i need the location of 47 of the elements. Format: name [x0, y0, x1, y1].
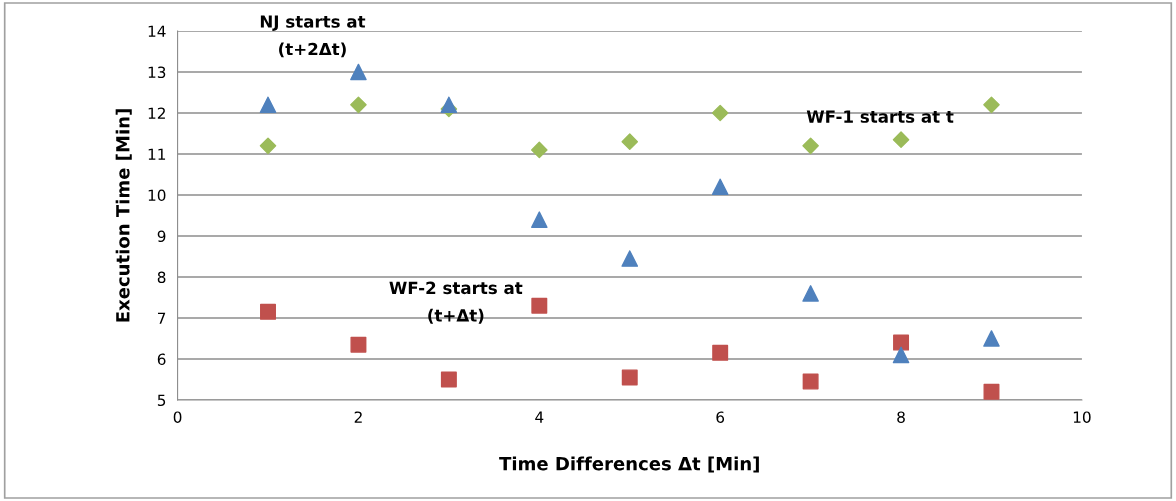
- point: [892, 131, 910, 148]
- y-tick-label: 12: [148, 107, 165, 119]
- point: [531, 141, 548, 159]
- y-tick-label: 11: [148, 148, 166, 160]
- point: [892, 346, 910, 364]
- y-tick-label: 13: [148, 66, 166, 79]
- point: [983, 383, 1000, 400]
- point: [893, 334, 910, 351]
- point: [260, 303, 276, 320]
- y-tick-label: 9: [157, 230, 166, 243]
- point: [711, 104, 729, 122]
- series-label: WF-2 starts at (t+Δt): [389, 281, 523, 324]
- point: [531, 211, 548, 228]
- point: [440, 96, 458, 114]
- point: [531, 297, 548, 314]
- x-axis-title: Time Differences Δt [Min]: [499, 456, 759, 473]
- y-tick-label: 5: [157, 394, 166, 407]
- point: [802, 373, 819, 390]
- point: [711, 178, 729, 196]
- point: [621, 369, 638, 386]
- point: [621, 133, 639, 151]
- point: [350, 96, 367, 114]
- x-tick-label: 8: [897, 411, 905, 423]
- point: [259, 96, 277, 114]
- x-tick-label: 10: [1073, 411, 1091, 423]
- series-label: NJ starts at (t+2Δt): [260, 15, 366, 58]
- point: [802, 285, 819, 302]
- point: [259, 137, 277, 155]
- y-tick-label: 6: [157, 353, 166, 366]
- point: [712, 344, 729, 361]
- y-tick-label: 8: [157, 271, 166, 284]
- y-tick-label: 10: [148, 189, 166, 202]
- x-tick-label: 6: [716, 411, 725, 423]
- y-tick-label: 7: [158, 312, 166, 324]
- point: [350, 63, 367, 81]
- y-axis-title: Execution Time [Min]: [115, 109, 132, 322]
- point: [440, 371, 457, 388]
- x-tick-label: 4: [535, 411, 544, 423]
- point: [983, 330, 1000, 347]
- y-tick-label: 14: [148, 25, 166, 37]
- point: [983, 96, 1000, 114]
- point: [621, 250, 639, 267]
- point: [350, 336, 367, 353]
- series-label: WF-1 starts at t: [806, 110, 954, 123]
- x-tick-label: 0: [173, 411, 182, 423]
- point: [802, 137, 819, 155]
- x-tick-label: 2: [354, 411, 362, 423]
